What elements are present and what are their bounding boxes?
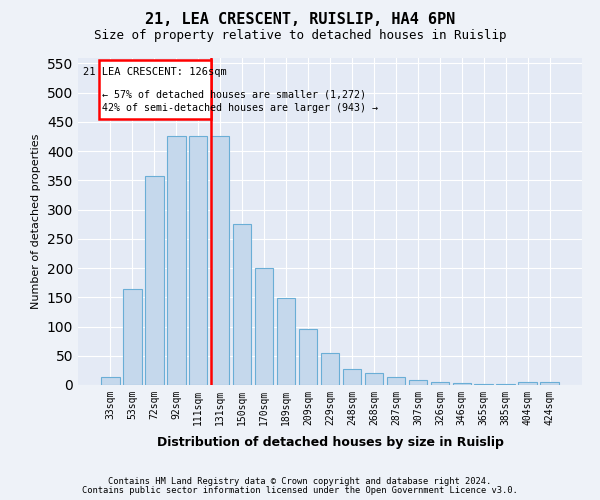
- Bar: [320, 353, 340, 385]
- Text: 42% of semi-detached houses are larger (943) →: 42% of semi-detached houses are larger (…: [102, 104, 378, 114]
- Bar: [101, 378, 119, 385]
- Bar: [496, 384, 515, 385]
- Bar: [452, 383, 471, 385]
- Bar: [299, 329, 317, 385]
- Bar: [431, 382, 449, 385]
- Bar: [409, 380, 427, 385]
- Bar: [233, 224, 251, 385]
- Bar: [255, 268, 274, 385]
- Text: ← 57% of detached houses are smaller (1,272): ← 57% of detached houses are smaller (1,…: [102, 90, 366, 100]
- Bar: [123, 288, 142, 385]
- Bar: [386, 378, 405, 385]
- Bar: [475, 384, 493, 385]
- Bar: [541, 382, 559, 385]
- FancyBboxPatch shape: [99, 60, 211, 119]
- Bar: [145, 176, 164, 385]
- Text: 21 LEA CRESCENT: 126sqm: 21 LEA CRESCENT: 126sqm: [83, 67, 227, 77]
- Bar: [189, 136, 208, 385]
- Text: Size of property relative to detached houses in Ruislip: Size of property relative to detached ho…: [94, 29, 506, 42]
- Bar: [343, 368, 361, 385]
- Bar: [365, 374, 383, 385]
- Text: 21, LEA CRESCENT, RUISLIP, HA4 6PN: 21, LEA CRESCENT, RUISLIP, HA4 6PN: [145, 12, 455, 28]
- Text: Contains HM Land Registry data © Crown copyright and database right 2024.: Contains HM Land Registry data © Crown c…: [109, 477, 491, 486]
- Y-axis label: Number of detached properties: Number of detached properties: [31, 134, 41, 309]
- Text: Contains public sector information licensed under the Open Government Licence v3: Contains public sector information licen…: [82, 486, 518, 495]
- Bar: [518, 382, 537, 385]
- Bar: [211, 136, 229, 385]
- Bar: [277, 298, 295, 385]
- Bar: [167, 136, 185, 385]
- X-axis label: Distribution of detached houses by size in Ruislip: Distribution of detached houses by size …: [157, 436, 503, 449]
